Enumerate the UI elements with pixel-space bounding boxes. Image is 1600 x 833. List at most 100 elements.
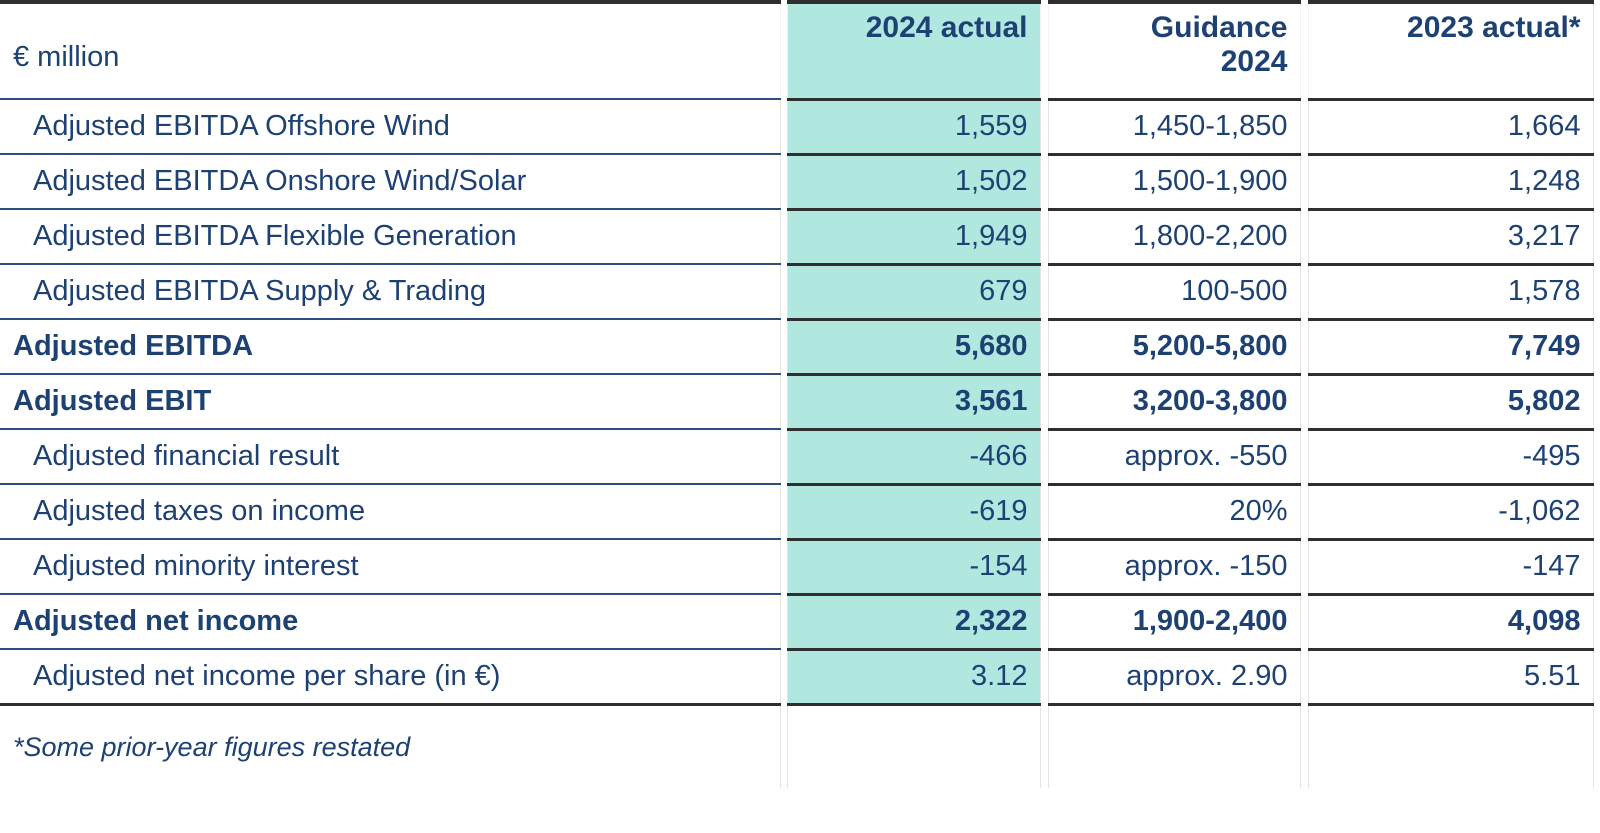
column-gap — [1299, 2, 1309, 99]
column-gap — [1299, 264, 1309, 319]
column-gap — [779, 319, 788, 374]
cell-guidance: 1,500-1,900 — [1048, 154, 1300, 211]
column-gap — [1039, 704, 1049, 788]
column-gap — [1299, 154, 1309, 209]
cell-2024-actual: -619 — [787, 484, 1040, 541]
cell-2024-actual: -154 — [787, 539, 1040, 596]
row-label: Adjusted minority interest — [0, 539, 780, 595]
cell-guidance: 100-500 — [1048, 264, 1300, 321]
cell-guidance: approx. -550 — [1048, 429, 1300, 486]
cell-2024-actual: -466 — [787, 429, 1040, 486]
column-gap — [779, 594, 788, 649]
column-gap — [1039, 374, 1049, 429]
row-label: Adjusted net income per share (in €) — [0, 649, 780, 706]
column-gap — [779, 2, 788, 99]
footnote-text: *Some prior-year figures restated — [13, 731, 411, 762]
column-gap — [1039, 264, 1049, 319]
column-gap — [1039, 539, 1049, 594]
cell-guidance: approx. 2.90 — [1048, 649, 1300, 706]
table-row: Adjusted EBITDA Supply & Trading 679 100… — [0, 264, 1594, 321]
row-label: Adjusted EBITDA — [0, 319, 780, 375]
column-header-2024-actual: 2024 actual — [787, 0, 1040, 101]
row-label: Adjusted taxes on income — [0, 484, 780, 540]
column-gap — [779, 264, 788, 319]
cell-2023-actual: 1,664 — [1308, 99, 1594, 156]
cell-2023-actual: 1,578 — [1308, 264, 1594, 321]
column-gap — [1039, 209, 1049, 264]
table-row: Adjusted EBITDA Offshore Wind 1,559 1,45… — [0, 99, 1594, 156]
column-gap — [1039, 649, 1049, 704]
cell-2023-actual: -1,062 — [1308, 484, 1594, 541]
table-row: Adjusted EBITDA Onshore Wind/Solar 1,502… — [0, 154, 1594, 211]
table-row-total: Adjusted net income 2,322 1,900-2,400 4,… — [0, 594, 1594, 651]
unit-header: € million — [0, 0, 780, 100]
row-label: Adjusted EBITDA Offshore Wind — [0, 99, 780, 155]
table-row: Adjusted taxes on income -619 20% -1,062 — [0, 484, 1594, 541]
cell-2024-actual: 679 — [787, 264, 1040, 321]
cell-2024-actual: 1,502 — [787, 154, 1040, 211]
column-gap — [1039, 594, 1049, 649]
cell-2023-actual: 3,217 — [1308, 209, 1594, 266]
column-gap — [1039, 484, 1049, 539]
footnote-row: *Some prior-year figures restated — [0, 704, 1594, 788]
financial-results-table: € million 2024 actual Guidance 2024 2023… — [0, 0, 1594, 788]
cell-2023-actual: 5,802 — [1308, 374, 1594, 431]
cell-2023-actual: 4,098 — [1308, 594, 1594, 651]
table-row: Adjusted minority interest -154 approx. … — [0, 539, 1594, 596]
row-label: Adjusted EBITDA Supply & Trading — [0, 264, 780, 320]
cell-guidance: 1,800-2,200 — [1048, 209, 1300, 266]
column-gap — [1039, 99, 1049, 154]
column-gap — [779, 484, 788, 539]
column-gap — [1299, 429, 1309, 484]
cell-2024-actual: 5,680 — [787, 319, 1040, 376]
row-label: Adjusted EBIT — [0, 374, 780, 430]
cell-guidance: 1,450-1,850 — [1048, 99, 1300, 156]
column-gap — [779, 649, 788, 704]
cell-guidance: 20% — [1048, 484, 1300, 541]
column-gap — [779, 154, 788, 209]
column-header-guidance-2024: Guidance 2024 — [1048, 0, 1300, 101]
column-gap — [1299, 704, 1309, 788]
column-gap — [779, 374, 788, 429]
column-gap — [1039, 319, 1049, 374]
footnote-empty-cell — [787, 704, 1040, 788]
table-row-total: Adjusted EBIT 3,561 3,200-3,800 5,802 — [0, 374, 1594, 431]
cell-2023-actual: 7,749 — [1308, 319, 1594, 376]
column-gap — [1299, 594, 1309, 649]
column-gap — [779, 539, 788, 594]
table-row-total: Adjusted EBITDA 5,680 5,200-5,800 7,749 — [0, 319, 1594, 376]
row-label: Adjusted net income — [0, 594, 780, 650]
column-gap — [1299, 319, 1309, 374]
footnote-empty-cell — [1048, 704, 1300, 788]
table-row: Adjusted financial result -466 approx. -… — [0, 429, 1594, 486]
cell-guidance: 1,900-2,400 — [1048, 594, 1300, 651]
column-gap — [779, 209, 788, 264]
cell-2023-actual: 5.51 — [1308, 649, 1594, 706]
row-label: Adjusted financial result — [0, 429, 780, 485]
cell-2023-actual: -495 — [1308, 429, 1594, 486]
cell-2024-actual: 3.12 — [787, 649, 1040, 706]
footnote-empty-cell — [1308, 704, 1594, 788]
column-gap — [1039, 154, 1049, 209]
cell-2024-actual: 2,322 — [787, 594, 1040, 651]
column-gap — [1299, 209, 1309, 264]
cell-2024-actual: 3,561 — [787, 374, 1040, 431]
header-row: € million 2024 actual Guidance 2024 2023… — [0, 0, 1594, 101]
cell-2023-actual: -147 — [1308, 539, 1594, 596]
column-gap — [779, 704, 788, 788]
column-gap — [1039, 2, 1049, 99]
column-gap — [1299, 484, 1309, 539]
cell-2024-actual: 1,949 — [787, 209, 1040, 266]
column-gap — [1299, 649, 1309, 704]
cell-guidance: 3,200-3,800 — [1048, 374, 1300, 431]
cell-2023-actual: 1,248 — [1308, 154, 1594, 211]
row-label: Adjusted EBITDA Flexible Generation — [0, 209, 780, 265]
table-row: Adjusted EBITDA Flexible Generation 1,94… — [0, 209, 1594, 266]
cell-guidance: approx. -150 — [1048, 539, 1300, 596]
column-gap — [779, 429, 788, 484]
cell-2024-actual: 1,559 — [787, 99, 1040, 156]
column-gap — [1299, 99, 1309, 154]
row-label: Adjusted EBITDA Onshore Wind/Solar — [0, 154, 780, 210]
column-gap — [1299, 539, 1309, 594]
